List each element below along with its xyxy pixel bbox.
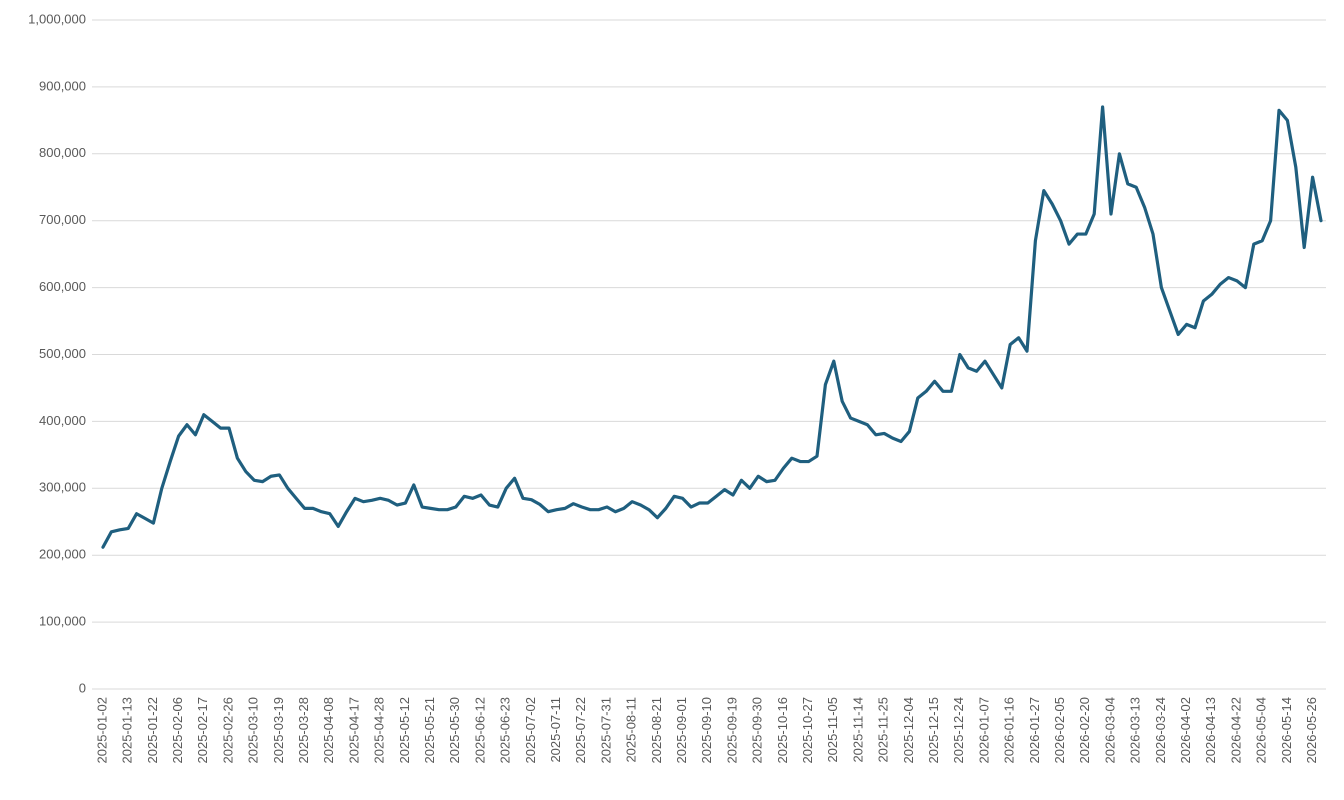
y-tick-label: 200,000 <box>39 547 86 562</box>
x-tick-label: 2025-09-30 <box>750 697 765 764</box>
x-tick-label: 2025-07-11 <box>548 697 563 763</box>
x-tick-label: 2025-06-23 <box>498 697 513 764</box>
line-series <box>101 105 1323 549</box>
x-tick-label: 2025-11-05 <box>825 697 840 763</box>
x-tick-label: 2025-01-13 <box>120 697 135 764</box>
x-tick-label: 2025-04-17 <box>346 697 361 764</box>
x-tick-label: 2026-03-04 <box>1102 697 1117 764</box>
y-tick-label: 900,000 <box>39 78 86 93</box>
x-tick-label: 2025-03-19 <box>271 697 286 764</box>
x-tick-label: 2025-12-24 <box>951 697 966 764</box>
x-tick-label: 2026-04-13 <box>1203 697 1218 764</box>
y-tick-label: 800,000 <box>39 145 86 160</box>
x-tick-label: 2025-05-30 <box>447 697 462 764</box>
y-tick-label: 100,000 <box>39 614 86 629</box>
x-tick-label: 2025-11-25 <box>876 697 891 763</box>
x-tick-label: 2025-07-02 <box>523 697 538 764</box>
x-tick-label: 2025-02-26 <box>220 697 235 764</box>
y-tick-label: 500,000 <box>39 346 86 361</box>
x-tick-label: 2026-05-26 <box>1304 697 1319 764</box>
x-tick-label: 2025-10-16 <box>775 697 790 764</box>
x-tick-label: 2025-05-21 <box>422 697 437 764</box>
x-tick-label: 2025-04-08 <box>321 697 336 764</box>
y-tick-label: 300,000 <box>39 480 86 495</box>
x-tick-label: 2026-05-14 <box>1279 697 1294 764</box>
x-tick-label: 2026-03-24 <box>1153 697 1168 764</box>
x-tick-label: 2026-03-13 <box>1128 697 1143 764</box>
x-tick-label: 2025-08-11 <box>624 697 639 763</box>
x-tick-label: 2025-11-14 <box>850 697 865 763</box>
y-tick-label: 1,000,000 <box>28 11 86 26</box>
x-tick-label: 2026-02-20 <box>1077 697 1092 764</box>
y-tick-label: 700,000 <box>39 212 86 227</box>
y-tick-label: 600,000 <box>39 279 86 294</box>
x-tick-label: 2025-01-02 <box>94 697 109 764</box>
x-tick-label: 2025-07-22 <box>573 697 588 764</box>
y-tick-label: 0 <box>79 680 86 695</box>
x-tick-label: 2025-03-28 <box>296 697 311 764</box>
x-tick-label: 2025-05-12 <box>397 697 412 764</box>
x-tick-label: 2025-09-19 <box>724 697 739 764</box>
x-tick-label: 2026-01-07 <box>976 697 991 764</box>
x-tick-label: 2025-03-10 <box>246 697 261 764</box>
x-tick-label: 2025-02-06 <box>170 697 185 764</box>
x-tick-label: 2025-08-21 <box>649 697 664 764</box>
x-tick-label: 2026-02-05 <box>1052 697 1067 764</box>
x-tick-label: 2025-09-01 <box>674 697 689 764</box>
x-tick-label: 2026-04-22 <box>1228 697 1243 764</box>
x-tick-label: 2026-01-27 <box>1027 697 1042 764</box>
x-tick-label: 2026-05-04 <box>1254 697 1269 764</box>
x-tick-label: 2025-02-17 <box>195 697 210 764</box>
x-tick-label: 2026-01-16 <box>1002 697 1017 764</box>
x-tick-label: 2025-07-31 <box>598 697 613 764</box>
y-tick-label: 400,000 <box>39 413 86 428</box>
x-tick-label: 2025-12-15 <box>926 697 941 764</box>
x-tick-label: 2025-09-10 <box>699 697 714 764</box>
x-tick-label: 2025-12-04 <box>901 697 916 764</box>
x-tick-label: 2025-10-27 <box>800 697 815 764</box>
x-tick-label: 2025-04-28 <box>372 697 387 764</box>
x-tick-label: 2026-04-02 <box>1178 697 1193 764</box>
x-tick-label: 2025-01-22 <box>145 697 160 764</box>
x-tick-label: 2025-06-12 <box>472 697 487 764</box>
